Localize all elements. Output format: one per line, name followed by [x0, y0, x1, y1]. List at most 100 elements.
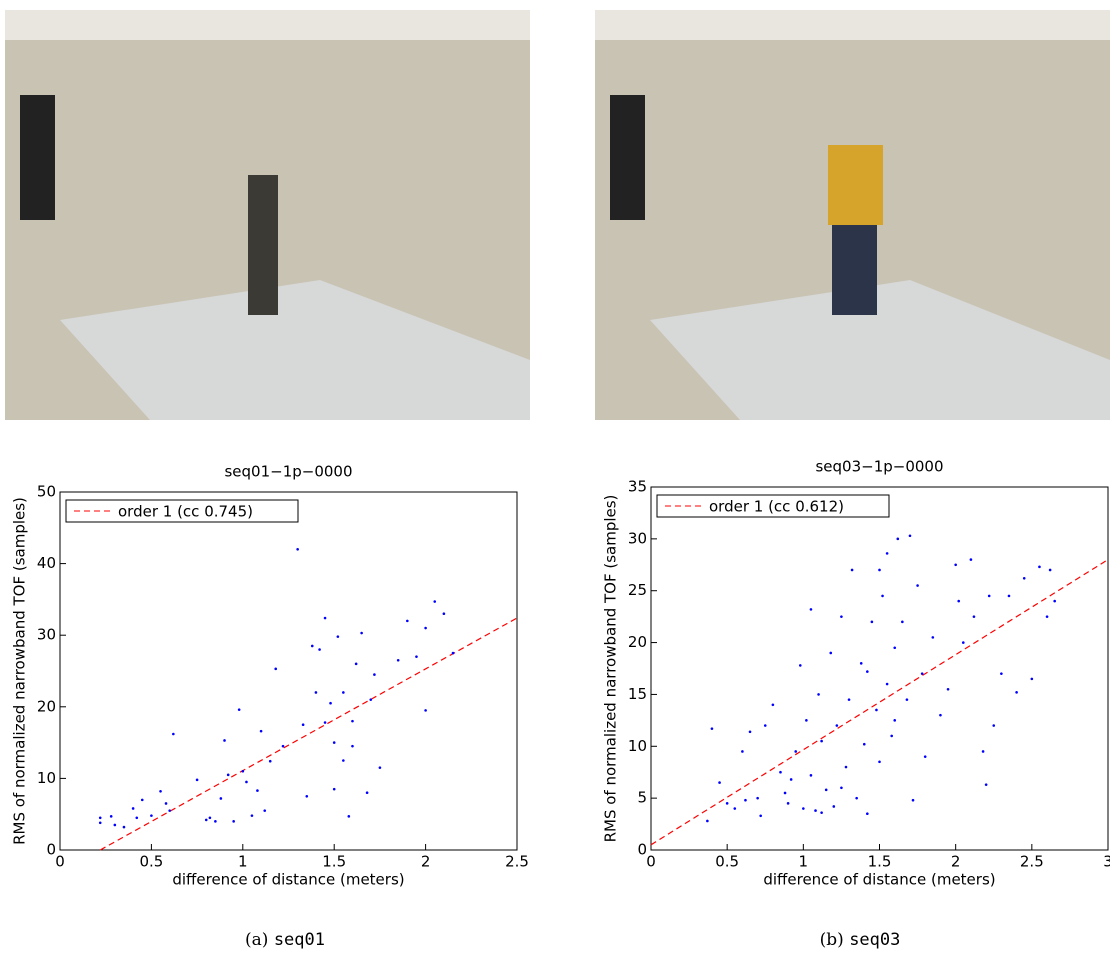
data-point [159, 789, 162, 793]
data-point [296, 547, 299, 551]
data-point [122, 825, 126, 829]
y-tick-label: 10 [628, 737, 647, 755]
data-point [981, 750, 985, 753]
y-tick-label: 40 [37, 554, 56, 572]
data-point [301, 723, 305, 726]
data-point [957, 599, 961, 603]
data-point [748, 730, 752, 734]
y-tick-label: 10 [37, 769, 56, 787]
photo-person [828, 145, 883, 225]
y-tick-label: 15 [628, 685, 647, 703]
data-point [954, 563, 957, 567]
data-point [109, 815, 113, 818]
data-point [866, 812, 869, 815]
x-tick-label: 2 [951, 853, 961, 871]
y-axis-label: RMS of normalized narrowband TOF (sample… [602, 495, 620, 843]
data-point [862, 742, 866, 746]
data-point [835, 724, 839, 727]
legend-label: order 1 (cc 0.612) [709, 498, 844, 516]
x-tick-label: 0.5 [715, 853, 739, 871]
data-point [323, 616, 327, 620]
x-tick-label: 0 [646, 853, 656, 871]
y-tick-label: 30 [628, 529, 647, 547]
data-point [939, 713, 942, 717]
data-point [840, 786, 843, 790]
y-tick-label: 5 [637, 789, 647, 807]
data-point [789, 778, 793, 781]
photo-a [5, 10, 530, 420]
data-point [923, 755, 927, 758]
data-point [168, 809, 171, 812]
caption: (a) seq01 [245, 930, 325, 951]
data-point [783, 791, 787, 795]
data-point [881, 594, 884, 598]
data-point [706, 819, 709, 823]
x-tick-label: 0.5 [139, 853, 163, 871]
data-point [987, 594, 991, 598]
data-point [850, 568, 854, 572]
data-point [763, 724, 767, 727]
legend-box [65, 499, 299, 523]
caption-name: seq01 [274, 930, 325, 950]
data-point [984, 783, 988, 786]
data-point [759, 814, 762, 818]
data-point [232, 820, 235, 823]
data-point [885, 682, 889, 686]
data-point [347, 815, 351, 818]
data-point [901, 620, 904, 624]
data-point [817, 693, 820, 696]
data-point [840, 615, 843, 618]
data-point [1045, 615, 1049, 618]
photo-window [610, 95, 645, 220]
data-point [113, 823, 117, 827]
data-point [219, 797, 223, 800]
data-point [1007, 594, 1011, 598]
data-point [305, 795, 309, 798]
data-point [718, 781, 721, 784]
data-point [908, 534, 912, 538]
data-point [208, 816, 212, 820]
caption-label: (a) [245, 930, 268, 950]
data-point [1030, 677, 1034, 681]
data-point [1022, 576, 1026, 580]
data-point [415, 655, 418, 658]
data-point [829, 651, 833, 655]
data-point [832, 805, 836, 808]
data-point [992, 724, 996, 727]
data-point [98, 816, 102, 820]
data-point [779, 770, 782, 774]
photo-table [60, 280, 530, 420]
data-point [911, 798, 915, 802]
data-point [98, 821, 102, 825]
photo-ceiling [595, 10, 1110, 40]
data-point [214, 820, 217, 823]
data-point [281, 744, 285, 748]
data-point [332, 787, 336, 791]
data-point [336, 635, 340, 638]
data-point [725, 802, 729, 805]
data-point [256, 789, 259, 792]
data-point [268, 759, 272, 763]
data-point [245, 780, 248, 784]
data-point [844, 765, 848, 769]
data-point [263, 809, 267, 812]
x-axis-label: difference of distance (meters) [172, 871, 404, 889]
y-tick-label: 30 [37, 626, 56, 644]
data-point [237, 708, 241, 711]
x-tick-label: 1.5 [322, 853, 346, 871]
data-point [893, 719, 897, 722]
data-point [329, 701, 332, 705]
data-point [824, 788, 828, 792]
y-tick-label: 0 [637, 841, 647, 859]
data-point [805, 719, 808, 722]
data-point [972, 615, 976, 618]
y-tick-label: 25 [628, 581, 647, 599]
x-tick-label: 1.5 [868, 853, 892, 871]
data-point [798, 664, 802, 667]
data-point [1015, 691, 1018, 694]
data-point [314, 691, 318, 694]
data-point [204, 818, 208, 822]
data-point [802, 807, 805, 810]
x-tick-label: 2.5 [505, 853, 529, 871]
y-tick-label: 50 [37, 483, 56, 501]
